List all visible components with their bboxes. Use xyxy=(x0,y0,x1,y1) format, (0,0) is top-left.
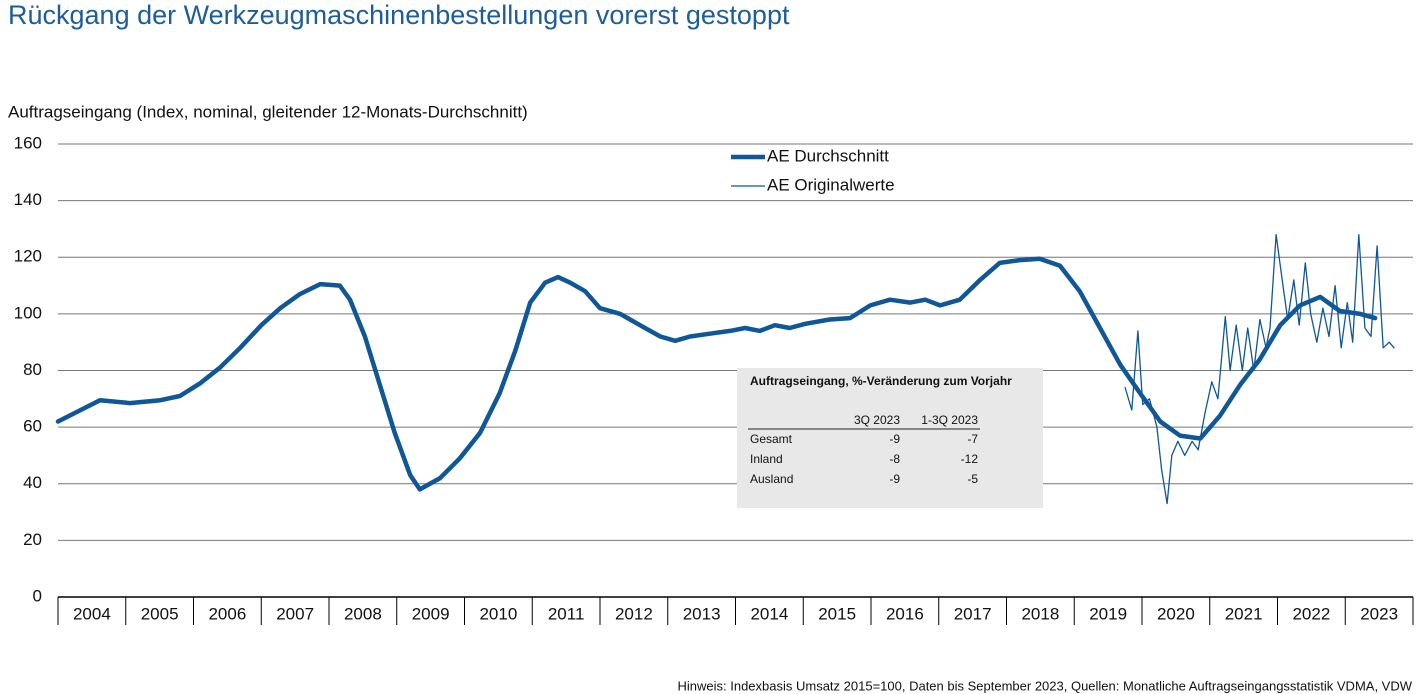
table-cell: -9 xyxy=(889,472,900,486)
y-tick-label: 140 xyxy=(14,190,42,209)
x-tick-label: 2004 xyxy=(73,604,111,623)
y-tick-label: 80 xyxy=(23,360,42,379)
x-tick-label: 2012 xyxy=(615,604,653,623)
y-tick-label: 120 xyxy=(14,247,42,266)
table-background xyxy=(737,368,1043,508)
chart-title: Rückgang der Werkzeugmaschinenbestellung… xyxy=(8,0,790,30)
inset-table: Auftragseingang, %-Veränderung zum Vorja… xyxy=(737,368,1043,508)
x-tick-label: 2008 xyxy=(344,604,382,623)
x-tick-label: 2023 xyxy=(1360,604,1398,623)
footnote: Hinweis: Indexbasis Umsatz 2015=100, Dat… xyxy=(677,678,1412,693)
x-tick-label: 2007 xyxy=(276,604,314,623)
y-tick-label: 100 xyxy=(14,303,42,322)
table-row-label: Ausland xyxy=(750,472,793,486)
y-tick-label: 160 xyxy=(14,133,42,152)
x-tick-label: 2006 xyxy=(208,604,246,623)
x-tick-label: 2019 xyxy=(1089,604,1127,623)
legend: AE Durchschnitt AE Originalwerte xyxy=(731,146,895,194)
table-row-label: Gesamt xyxy=(750,432,793,446)
table-header: 1-3Q 2023 xyxy=(921,413,978,427)
x-tick-label: 2011 xyxy=(548,604,585,623)
x-tick-label: 2005 xyxy=(141,604,179,623)
data-line xyxy=(1124,233,1395,505)
x-tick-label: 2014 xyxy=(750,604,788,623)
x-tick-label: 2022 xyxy=(1292,604,1330,623)
table-cell: -8 xyxy=(889,452,900,466)
legend-label: AE Originalwerte xyxy=(767,175,895,194)
table-title: Auftragseingang, %-Veränderung zum Vorja… xyxy=(750,374,1012,388)
y-tick-label: 40 xyxy=(23,473,42,492)
x-tick-label: 2020 xyxy=(1157,604,1195,623)
y-tick-label: 0 xyxy=(33,586,42,605)
x-tick-label: 2021 xyxy=(1225,604,1263,623)
data-line xyxy=(55,256,1378,492)
table-header: 3Q 2023 xyxy=(854,413,900,427)
table-cell: -9 xyxy=(889,432,900,446)
x-tick-label: 2016 xyxy=(886,604,924,623)
table-cell: -7 xyxy=(967,432,978,446)
x-tick-label: 2017 xyxy=(954,604,992,623)
x-tick-label: 2010 xyxy=(479,604,517,623)
y-axis-label: Auftragseingang (Index, nominal, gleiten… xyxy=(8,102,528,121)
table-row-label: Inland xyxy=(750,452,783,466)
x-tick-label: 2018 xyxy=(1021,604,1059,623)
y-tick-label: 60 xyxy=(23,417,42,436)
x-tick-label: 2015 xyxy=(818,604,856,623)
legend-label: AE Durchschnitt xyxy=(767,146,889,165)
x-tick-label: 2013 xyxy=(683,604,721,623)
y-tick-label: 20 xyxy=(23,530,42,549)
plot-area: 0 20 40 60 80 100 120 140 160 2004 2005 2006 2007 200… xyxy=(14,133,1414,625)
x-tick-label: 2009 xyxy=(412,604,450,623)
table-cell: -5 xyxy=(967,472,978,486)
table-cell: -12 xyxy=(961,452,979,466)
